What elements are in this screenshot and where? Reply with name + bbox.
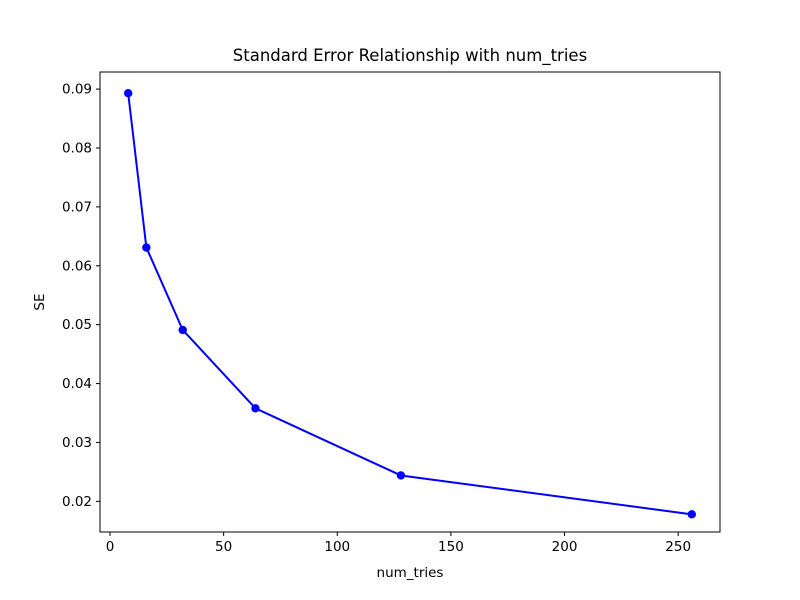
- data-point: [396, 471, 406, 480]
- ticks-layer: 0 50 100 150 200 250 0.02 0.03 0.04 0.05 0.06 0.07 0…: [62, 82, 691, 555]
- x-tick-label: 150: [438, 539, 464, 555]
- chart-title: Standard Error Relationship with num_tri…: [233, 46, 587, 66]
- data-point: [687, 510, 697, 519]
- data-point: [178, 325, 187, 335]
- data-point: [251, 404, 260, 413]
- series-line: [127, 93, 692, 516]
- y-tick-label: 0.02: [62, 494, 92, 510]
- x-tick-label: 0: [106, 539, 115, 555]
- y-tick-label: 0.06: [62, 258, 92, 274]
- data-point: [123, 89, 133, 98]
- series-layer: [123, 89, 697, 519]
- x-tick-label: 200: [552, 539, 578, 555]
- y-tick-label: 0.03: [62, 435, 92, 451]
- x-axis-label: num_tries: [377, 565, 444, 581]
- x-tick-label: 100: [324, 539, 350, 555]
- x-tick-label: 250: [665, 539, 691, 555]
- axes-box: [99, 71, 721, 533]
- y-tick-label: 0.08: [62, 140, 92, 156]
- x-tick-label: 50: [215, 539, 232, 555]
- y-tick-label: 0.05: [62, 317, 92, 333]
- y-tick-label: 0.04: [62, 376, 92, 392]
- y-tick-label: 0.09: [62, 82, 92, 98]
- y-axis-label: SE: [32, 293, 48, 310]
- y-tick-label: 0.07: [62, 199, 92, 215]
- data-point: [142, 243, 151, 252]
